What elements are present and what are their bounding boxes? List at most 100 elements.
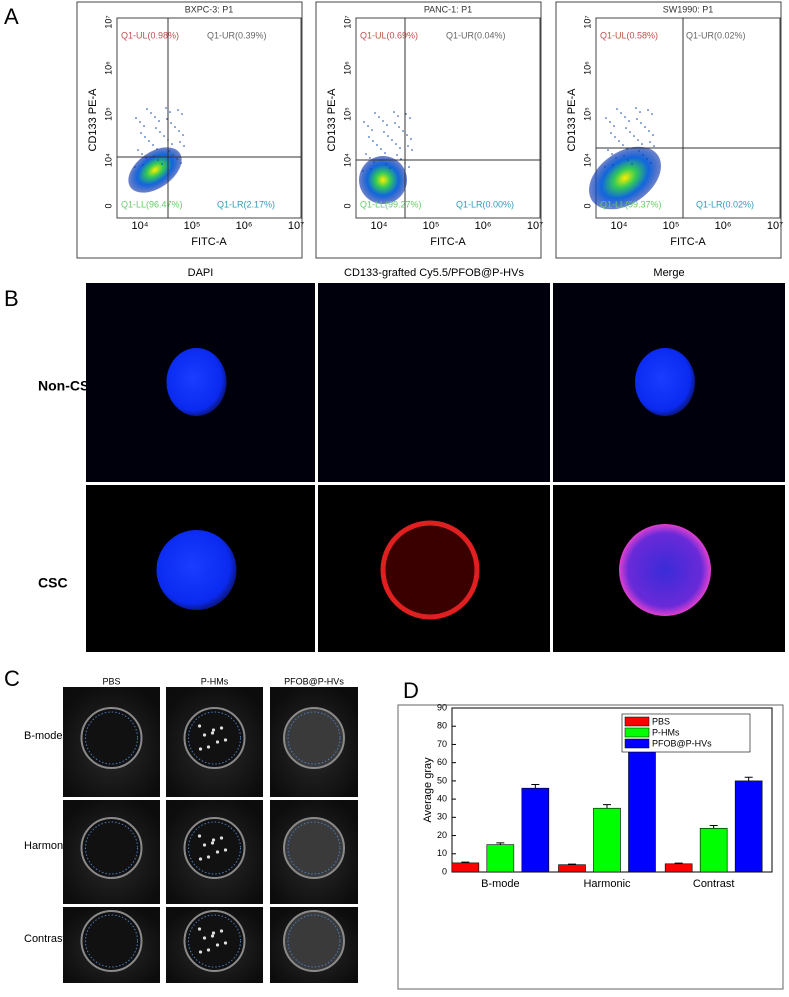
- speckle: [215, 943, 220, 947]
- event-dot: [389, 167, 391, 169]
- bar: [699, 827, 728, 873]
- plot-title: BXPC-3: P1: [185, 4, 234, 14]
- event-dot: [610, 132, 612, 134]
- x-tick-label: Harmonic: [583, 878, 631, 890]
- event-dot: [362, 170, 364, 172]
- nucleus: [635, 348, 695, 416]
- event-dot: [179, 141, 181, 143]
- event-dot: [141, 153, 143, 155]
- nucleus: [156, 530, 237, 610]
- error-bar: [709, 825, 718, 829]
- legend-label: P-HMs: [652, 727, 680, 737]
- tube-wall: [183, 817, 246, 879]
- roi: [85, 821, 138, 875]
- speckle: [219, 929, 224, 933]
- nucleus: [166, 348, 227, 416]
- plot-area: [355, 17, 541, 219]
- y-axis-label: CD133 PE-A: [566, 88, 578, 152]
- y-tick-label: 10⁴: [342, 153, 352, 167]
- quadrant-label: Q1-UR(0.39%): [207, 30, 267, 40]
- event-dot: [140, 132, 142, 134]
- event-dot: [144, 136, 146, 138]
- panel-label: B: [4, 286, 19, 311]
- event-dot: [376, 144, 378, 146]
- y-tick-label: 60: [437, 757, 447, 767]
- legend-swatch: [624, 738, 650, 749]
- speckle: [198, 950, 203, 954]
- y-axis-label: CD133 PE-A: [326, 88, 338, 152]
- quadrant-label: Q1-LR(0.00%): [456, 199, 514, 209]
- event-dot: [178, 130, 180, 132]
- event-dot: [411, 149, 413, 151]
- quadrant-label: Q1-UR(0.02%): [686, 30, 746, 40]
- tube-wall: [80, 817, 143, 879]
- x-tick-label: 10⁴: [132, 220, 149, 232]
- event-dot: [636, 118, 638, 120]
- x-tick-label: B-mode: [481, 878, 520, 890]
- event-dot: [394, 122, 396, 124]
- row-label: Harmonic: [24, 840, 72, 852]
- roi: [85, 711, 138, 765]
- x-tick-label: 10⁷: [527, 220, 543, 232]
- cell-membrane: [380, 520, 480, 620]
- event-dot: [158, 120, 160, 122]
- y-tick-label: 20: [437, 830, 447, 840]
- tube-wall: [283, 910, 345, 972]
- quadrant-label: Q1-LL(96.47%): [121, 199, 183, 209]
- speckle: [215, 740, 220, 744]
- speckle: [198, 747, 203, 751]
- event-dot: [620, 112, 622, 114]
- event-dot: [407, 145, 409, 147]
- event-dot: [641, 143, 643, 145]
- plot-frame: [555, 1, 782, 259]
- y-tick-label: 10⁷: [342, 15, 352, 28]
- column-header: P-HMs: [201, 676, 229, 686]
- plot-title: SW1990: P1: [663, 4, 714, 14]
- cell-cloud: [588, 146, 662, 210]
- event-dot: [400, 158, 402, 160]
- event-dot: [148, 140, 150, 142]
- quadrant-label: Q1-UL(0.69%): [360, 30, 418, 40]
- y-tick-label: 10⁴: [103, 153, 113, 167]
- event-dot: [644, 126, 646, 128]
- event-dot: [624, 116, 626, 118]
- row-label: B-mode: [24, 730, 63, 742]
- event-dot: [651, 113, 653, 115]
- y-tick-label: 10⁶: [582, 61, 592, 75]
- row-label: Contrast: [24, 933, 66, 945]
- tube-wall: [183, 910, 246, 972]
- event-dot: [384, 152, 386, 154]
- y-axis-label: Average gray: [422, 757, 434, 823]
- error-bar: [603, 804, 611, 809]
- bar: [451, 862, 480, 873]
- event-dot: [391, 139, 393, 141]
- x-tick-label: 10⁶: [715, 220, 732, 232]
- tube-wall: [183, 707, 246, 769]
- y-tick-label: 30: [437, 812, 447, 822]
- event-dot: [367, 125, 369, 127]
- bar: [593, 807, 621, 873]
- legend-swatch: [624, 716, 650, 727]
- event-dot: [163, 135, 165, 137]
- cell-cloud: [359, 156, 407, 204]
- x-tick-label: 10⁵: [663, 220, 680, 232]
- tube-wall: [80, 910, 143, 972]
- event-dot: [174, 126, 176, 128]
- event-dot: [612, 164, 614, 166]
- event-dot: [633, 135, 635, 137]
- event-dot: [146, 108, 148, 110]
- column-header: DAPI: [188, 267, 214, 279]
- event-dot: [626, 148, 628, 150]
- event-dot: [373, 161, 375, 163]
- y-tick-label: 50: [437, 775, 447, 785]
- event-dot: [145, 157, 147, 159]
- plot-area: [116, 17, 302, 219]
- event-dot: [156, 148, 158, 150]
- event-dot: [609, 121, 611, 123]
- speckle: [202, 843, 207, 847]
- event-dot: [604, 166, 606, 168]
- event-dot: [157, 159, 159, 161]
- event-dot: [396, 154, 398, 156]
- event-dot: [385, 163, 387, 165]
